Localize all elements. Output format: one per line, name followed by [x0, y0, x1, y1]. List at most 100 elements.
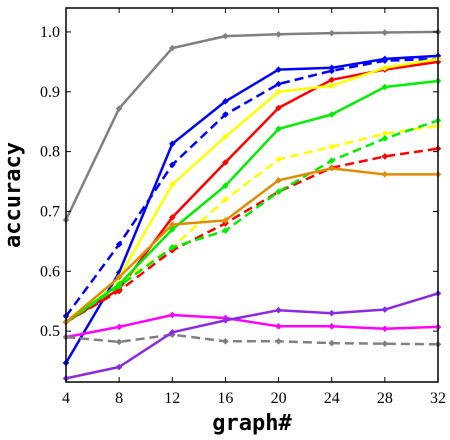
series-9 [62, 117, 442, 326]
series-8-line [65, 79, 439, 324]
series-1-point [168, 44, 176, 52]
series-11-point [115, 323, 123, 331]
series-8 [62, 77, 442, 326]
x-axis-label: graph# [212, 411, 292, 436]
x-tick-label: 28 [377, 390, 393, 407]
y-axis-label: accuracy [1, 142, 26, 248]
series-12-line [65, 333, 439, 346]
series-8-point [381, 83, 389, 91]
series-1-point [115, 105, 123, 112]
series-11-point [275, 323, 282, 330]
series-10-point [381, 171, 389, 178]
series-13-point [115, 363, 123, 371]
series-2-point [275, 66, 282, 73]
series-7-point [328, 143, 336, 151]
series-6-point [222, 133, 229, 140]
series-2-line [64, 54, 439, 364]
series-10-line [65, 167, 438, 324]
series-10-point [115, 273, 123, 281]
series-13-point [328, 309, 336, 317]
series-11-point [168, 311, 176, 319]
x-tick-label: 4 [62, 390, 70, 407]
series-layer [62, 28, 442, 382]
series-10-point [168, 221, 176, 228]
x-tick-label: 32 [430, 390, 446, 407]
series-9-point [275, 188, 282, 196]
plot-frame [65, 7, 439, 383]
series-7 [62, 122, 442, 326]
series-13 [62, 290, 442, 382]
series-1-point [328, 29, 336, 37]
series-9-point [381, 135, 389, 142]
x-tick-label: 8 [115, 390, 123, 407]
series-7-point [222, 196, 229, 203]
series-12-point [222, 338, 229, 345]
series-3-point [168, 161, 176, 169]
series-12-point [115, 338, 123, 346]
series-1-point [275, 31, 282, 38]
series-8-point [222, 182, 229, 190]
series-4-point [222, 159, 229, 166]
series-5-line [65, 147, 439, 324]
series-3-point [115, 241, 123, 248]
series-13-point [222, 317, 229, 324]
series-2-point [222, 98, 229, 105]
series-13-point [275, 306, 282, 314]
series-8-point [275, 125, 282, 133]
series-6-line [65, 57, 439, 324]
series-13-line [65, 292, 439, 380]
y-tick-label: 0.6 [40, 263, 60, 280]
series-11-point [381, 325, 389, 333]
x-tick-label: 20 [271, 390, 287, 407]
series-4-point [328, 76, 336, 84]
series-9-line [65, 119, 439, 324]
series-7-point [275, 156, 282, 163]
series-12 [62, 331, 442, 348]
x-tick-label: 16 [217, 390, 233, 407]
series-6-point [381, 64, 389, 72]
series-13-point [381, 306, 389, 313]
ticks-layer: 4 8 12 16 20 24 28 32 0.5 0.6 0.7 0.8 0.9 1.0 [40, 8, 446, 407]
series-9-point [222, 227, 229, 234]
series-11-point [328, 323, 336, 330]
series-8-point [328, 111, 336, 118]
y-tick-label: 0.7 [40, 203, 60, 220]
series-1-point [381, 29, 389, 36]
series-7-line [65, 124, 439, 324]
series-3-line [64, 57, 439, 317]
series-2-point [168, 140, 176, 148]
y-tick-label: 0.8 [40, 144, 60, 161]
series-3-point [328, 67, 336, 75]
series-4-point [275, 104, 282, 112]
series-8-point [168, 226, 176, 233]
series-3-point [275, 80, 282, 88]
series-9-point [115, 282, 123, 290]
series-10-point [222, 217, 229, 224]
series-6-point [328, 82, 336, 90]
series-6-point [275, 88, 282, 96]
series-5-point [381, 153, 389, 160]
x-tick-label: 24 [324, 390, 340, 407]
series-9-point [168, 244, 176, 251]
series-10-point [328, 165, 336, 172]
series-1-line [64, 30, 439, 221]
series-3-point [381, 57, 389, 64]
series-12-point [381, 340, 389, 348]
series-5-point [115, 287, 123, 295]
series-9-point [328, 157, 336, 164]
series-12-point [328, 339, 336, 347]
series-7-point [381, 130, 389, 137]
series-10 [62, 165, 442, 326]
series-13-point [168, 329, 176, 336]
series-6-point [168, 181, 176, 188]
y-tick-label: 0.5 [40, 323, 60, 340]
series-3-point [222, 111, 229, 118]
y-tick-label: 1.0 [40, 24, 60, 41]
y-tick-label: 0.9 [40, 84, 60, 101]
x-tick-label: 12 [164, 390, 180, 407]
series-12-point [275, 338, 282, 345]
series-4-point [168, 214, 176, 221]
series-10-point [275, 177, 282, 184]
series-1-point [222, 32, 229, 40]
